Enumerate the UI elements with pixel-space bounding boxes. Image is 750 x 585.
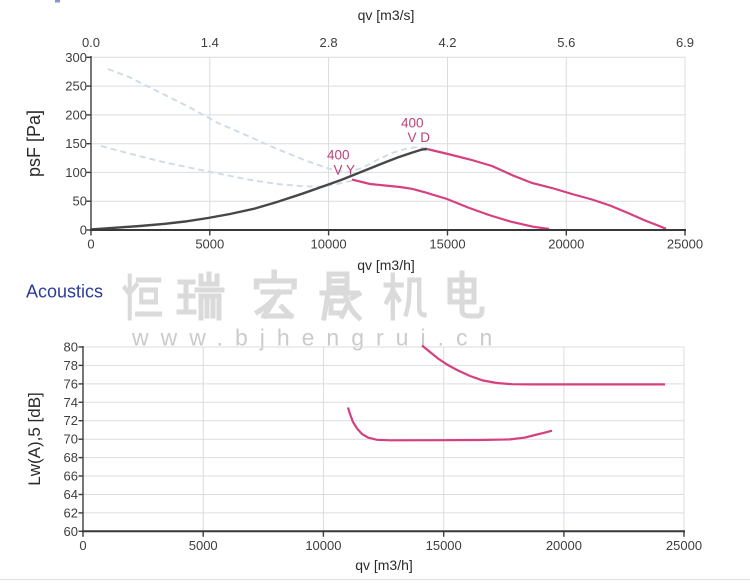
svg-text:70: 70 xyxy=(64,432,78,447)
svg-text:76: 76 xyxy=(64,376,78,391)
svg-text:qv [m3/s]: qv [m3/s] xyxy=(358,7,415,23)
svg-text:4.2: 4.2 xyxy=(438,35,456,50)
svg-text:300: 300 xyxy=(65,50,87,65)
svg-text:0: 0 xyxy=(87,237,94,252)
svg-text:Lw(A),5 [dB]: Lw(A),5 [dB] xyxy=(25,392,44,486)
svg-text:6.9: 6.9 xyxy=(676,35,694,50)
svg-text:20000: 20000 xyxy=(546,538,582,553)
svg-text:5.6: 5.6 xyxy=(557,35,575,50)
svg-text:0: 0 xyxy=(79,538,86,553)
svg-text:100: 100 xyxy=(65,165,87,180)
svg-text:250: 250 xyxy=(65,79,87,94)
svg-text:68: 68 xyxy=(64,450,78,465)
svg-text:5000: 5000 xyxy=(189,538,218,553)
svg-text:10000: 10000 xyxy=(311,237,347,252)
svg-text:64: 64 xyxy=(64,487,78,502)
svg-text:V D: V D xyxy=(408,130,431,145)
svg-text:qv [m3/h]: qv [m3/h] xyxy=(357,257,415,273)
svg-text:400: 400 xyxy=(327,148,350,163)
svg-text:5000: 5000 xyxy=(195,237,224,252)
svg-text:10000: 10000 xyxy=(305,538,341,553)
svg-text:1.4: 1.4 xyxy=(201,35,219,50)
svg-text:60: 60 xyxy=(64,524,78,539)
svg-text:15000: 15000 xyxy=(429,237,465,252)
svg-text:psF [Pa]: psF [Pa] xyxy=(24,110,44,177)
svg-text:www.bjhengrui.cn: www.bjhengrui.cn xyxy=(131,325,504,351)
svg-text:Acoustics: Acoustics xyxy=(26,282,103,302)
svg-text:62: 62 xyxy=(64,505,78,520)
svg-text:2.8: 2.8 xyxy=(320,35,338,50)
svg-text:0: 0 xyxy=(80,223,87,238)
svg-text:25000: 25000 xyxy=(666,538,702,553)
svg-text:25000: 25000 xyxy=(667,237,703,252)
svg-text:50: 50 xyxy=(73,194,87,209)
svg-text:78: 78 xyxy=(64,358,78,373)
svg-text:66: 66 xyxy=(64,469,78,484)
svg-text:V Y: V Y xyxy=(334,163,356,178)
svg-text:qv [m3/h]: qv [m3/h] xyxy=(355,557,413,573)
svg-text:400: 400 xyxy=(401,116,424,131)
svg-text:20000: 20000 xyxy=(548,237,584,252)
svg-text:200: 200 xyxy=(65,107,87,122)
svg-text:0.0: 0.0 xyxy=(82,35,100,50)
svg-text:80: 80 xyxy=(64,340,78,355)
svg-text:150: 150 xyxy=(65,136,87,151)
svg-text:74: 74 xyxy=(64,395,78,410)
svg-text:15000: 15000 xyxy=(426,538,462,553)
svg-text:72: 72 xyxy=(64,413,78,428)
